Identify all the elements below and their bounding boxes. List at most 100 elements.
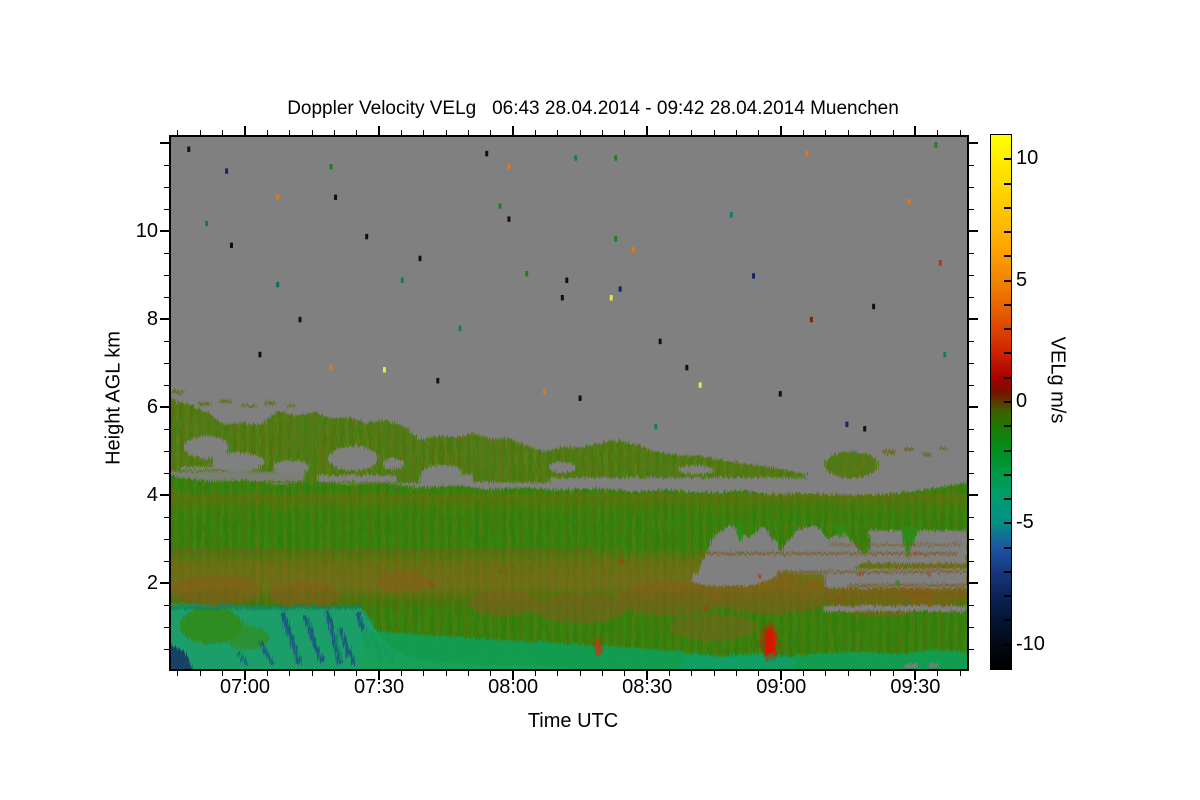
y-minor-tick xyxy=(969,384,974,386)
x-minor-tick xyxy=(870,130,872,135)
x-minor-tick xyxy=(199,671,201,676)
colorbar-tick xyxy=(1004,182,1011,185)
y-tick-label: 10 xyxy=(135,220,158,242)
y-minor-tick xyxy=(969,472,974,474)
y-minor-tick xyxy=(164,428,169,430)
colorbar-tick xyxy=(1004,473,1011,476)
x-minor-tick xyxy=(199,130,201,135)
x-minor-tick xyxy=(825,130,827,135)
y-major-tick xyxy=(160,582,169,584)
x-major-tick xyxy=(914,126,917,135)
x-minor-tick xyxy=(333,130,335,135)
x-axis-label: Time UTC xyxy=(527,710,619,732)
x-minor-tick xyxy=(356,130,358,135)
x-minor-tick xyxy=(579,671,581,676)
x-minor-tick xyxy=(289,671,291,676)
y-minor-tick xyxy=(164,516,169,518)
y-minor-tick xyxy=(164,274,169,276)
y-major-tick xyxy=(969,494,978,496)
colorbar-tick xyxy=(1004,255,1011,258)
x-minor-tick xyxy=(467,130,469,135)
x-minor-tick xyxy=(870,671,872,676)
x-minor-tick xyxy=(311,671,313,676)
x-minor-tick xyxy=(825,671,827,676)
y-tick-label: 4 xyxy=(146,484,158,506)
y-minor-tick xyxy=(969,450,974,452)
y-major-tick xyxy=(969,318,978,320)
colorbar-axis-label: VELg m/s xyxy=(1046,336,1069,424)
y-minor-tick xyxy=(164,626,169,628)
colorbar-tick xyxy=(1004,570,1011,573)
y-major-tick xyxy=(969,142,978,144)
x-minor-tick xyxy=(423,671,425,676)
y-minor-tick xyxy=(164,648,169,650)
x-minor-tick xyxy=(177,130,179,135)
y-minor-tick xyxy=(969,648,974,650)
x-minor-tick xyxy=(266,130,268,135)
x-minor-tick xyxy=(937,130,939,135)
y-major-tick xyxy=(969,230,978,232)
y-minor-tick xyxy=(969,560,974,562)
colorbar-tick xyxy=(1004,425,1011,428)
colorbar-tick xyxy=(1004,376,1011,379)
y-major-tick xyxy=(160,406,169,408)
x-minor-tick xyxy=(557,130,559,135)
x-minor-tick xyxy=(803,130,805,135)
x-major-tick xyxy=(243,126,246,135)
plot-area xyxy=(169,135,969,671)
x-minor-tick xyxy=(602,130,604,135)
y-minor-tick xyxy=(969,626,974,628)
x-minor-tick xyxy=(713,130,715,135)
x-minor-tick xyxy=(467,671,469,676)
x-minor-tick xyxy=(758,130,760,135)
colorbar xyxy=(990,134,1012,670)
x-minor-tick xyxy=(602,671,604,676)
y-tick-label: 2 xyxy=(146,572,158,594)
x-major-tick xyxy=(914,671,917,680)
x-minor-tick xyxy=(736,671,738,676)
x-minor-tick xyxy=(222,671,224,676)
colorbar-tick xyxy=(1004,352,1011,355)
y-minor-tick xyxy=(164,538,169,540)
y-minor-tick xyxy=(164,208,169,210)
colorbar-tick xyxy=(1004,303,1011,306)
colorbar-tick xyxy=(1004,546,1011,549)
colorbar-tick xyxy=(1004,595,1011,598)
colorbar-tick xyxy=(1004,279,1011,282)
x-minor-tick xyxy=(959,671,961,676)
x-minor-tick xyxy=(937,671,939,676)
y-major-tick xyxy=(160,230,169,232)
colorbar-tick-label: 10 xyxy=(1016,147,1039,170)
x-minor-tick xyxy=(177,671,179,676)
y-axis-label: Height AGL km xyxy=(102,331,125,465)
x-minor-tick xyxy=(624,130,626,135)
x-minor-tick xyxy=(445,671,447,676)
y-minor-tick xyxy=(969,340,974,342)
x-minor-tick xyxy=(736,130,738,135)
colorbar-tick xyxy=(1004,643,1011,646)
x-minor-tick xyxy=(847,671,849,676)
y-minor-tick xyxy=(969,604,974,606)
x-minor-tick xyxy=(669,671,671,676)
y-minor-tick xyxy=(164,340,169,342)
x-minor-tick xyxy=(400,130,402,135)
x-minor-tick xyxy=(758,671,760,676)
y-minor-tick xyxy=(969,296,974,298)
x-minor-tick xyxy=(892,671,894,676)
field-group-speckles xyxy=(187,142,947,432)
colorbar-tick xyxy=(1004,328,1011,331)
colorbar-tick-label: -10 xyxy=(1016,632,1045,655)
y-tick-label: 8 xyxy=(146,308,158,330)
x-minor-tick xyxy=(892,130,894,135)
x-minor-tick xyxy=(624,671,626,676)
x-major-tick xyxy=(512,126,515,135)
x-minor-tick xyxy=(713,671,715,676)
y-minor-tick xyxy=(969,164,974,166)
x-tick-label: 07:30 xyxy=(354,676,405,698)
x-minor-tick xyxy=(691,130,693,135)
y-minor-tick xyxy=(164,384,169,386)
x-minor-tick xyxy=(423,130,425,135)
colorbar-tick-label: 5 xyxy=(1016,268,1028,291)
y-minor-tick xyxy=(164,362,169,364)
